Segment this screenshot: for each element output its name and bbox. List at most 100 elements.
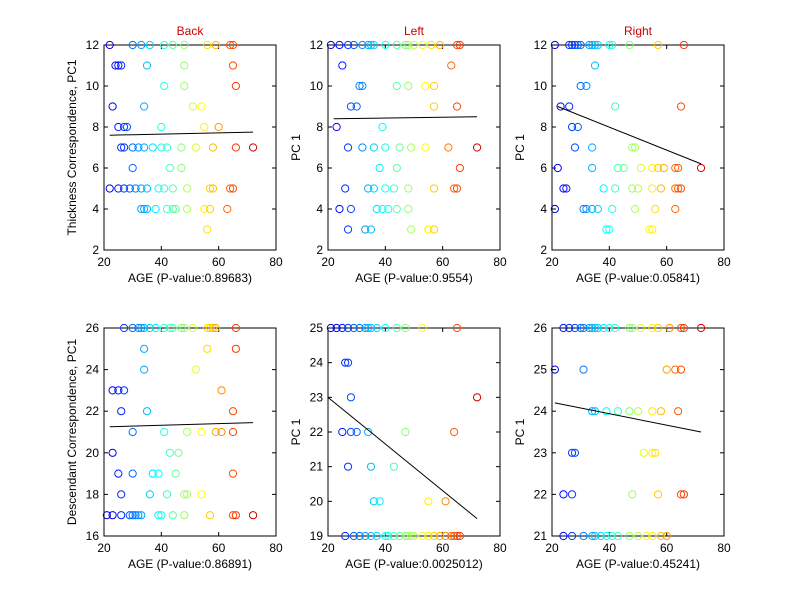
data-point [452, 323, 462, 333]
data-point [364, 40, 373, 50]
data-point [119, 143, 129, 152]
data-point [338, 427, 347, 437]
data-point [203, 40, 212, 50]
y-tick-label: 6 [540, 161, 547, 175]
data-point [389, 184, 399, 193]
data-point [633, 531, 643, 541]
data-point [665, 323, 674, 333]
y-tick-label: 8 [540, 120, 547, 134]
y-tick-label: 12 [534, 38, 548, 52]
data-point [151, 204, 160, 214]
data-point [452, 531, 462, 541]
data-point [349, 323, 358, 333]
data-point [659, 163, 668, 173]
data-point [343, 143, 353, 152]
data-point [651, 448, 660, 457]
data-point [200, 122, 209, 132]
data-point [588, 531, 597, 541]
data-point [165, 448, 175, 457]
data-point [137, 511, 146, 520]
data-point [608, 531, 617, 541]
data-point [114, 122, 123, 132]
data-point [171, 204, 180, 214]
data-point [455, 163, 464, 173]
data-point [696, 323, 706, 333]
data-point [125, 184, 134, 193]
data-point [128, 163, 137, 173]
data-point [180, 40, 189, 50]
y-tick-label: 10 [310, 79, 324, 93]
data-point [188, 323, 197, 333]
data-point [208, 184, 218, 193]
data-point [168, 40, 177, 50]
data-point [228, 184, 238, 193]
y-axis-label: Descendant Correspondence, PC1 [65, 339, 79, 525]
data-point [633, 407, 643, 416]
data-point [117, 143, 126, 152]
panel-6: 20 40 60 80 21 22 23 24 25 26 AGE (P-value:0.45241… [513, 321, 731, 571]
data-point [656, 407, 666, 416]
data-point [142, 204, 152, 214]
data-point [352, 427, 361, 437]
data-point [573, 122, 582, 132]
data-point [177, 143, 186, 152]
data-point [343, 462, 353, 471]
data-point [567, 40, 577, 50]
data-point [418, 40, 427, 50]
data-point [372, 204, 381, 214]
data-point [214, 122, 223, 132]
data-point [639, 448, 648, 457]
data-point [565, 40, 574, 50]
y-tick-label: 2 [92, 243, 99, 257]
data-point [452, 102, 462, 111]
data-point [369, 40, 378, 50]
data-point [203, 323, 212, 333]
data-point [585, 323, 594, 333]
data-point [452, 184, 462, 193]
y-tick-label: 21 [534, 529, 548, 543]
data-point [205, 323, 215, 333]
data-point [128, 469, 137, 478]
fit-line [109, 131, 254, 136]
data-point [332, 122, 341, 132]
data-point [424, 225, 433, 234]
data-point [108, 386, 117, 395]
y-tick-label: 20 [86, 446, 100, 460]
data-point [648, 531, 657, 541]
data-point [174, 448, 183, 457]
data-point [217, 427, 226, 437]
data-point [435, 531, 444, 541]
data-point [140, 102, 149, 111]
data-point [197, 102, 206, 111]
data-point [128, 511, 137, 520]
y-tick-label: 2 [316, 243, 323, 257]
data-point [165, 163, 175, 173]
data-point [105, 184, 114, 193]
data-point [565, 102, 574, 111]
data-point [131, 184, 140, 193]
data-point [381, 531, 390, 541]
data-point [588, 40, 597, 50]
data-point [407, 531, 416, 541]
data-point [590, 323, 600, 333]
data-point [429, 225, 439, 234]
data-point [671, 184, 680, 193]
data-point [602, 407, 611, 416]
y-tick-label: 12 [86, 38, 100, 52]
data-point [180, 511, 189, 520]
data-point [559, 531, 568, 541]
x-tick-label: 60 [660, 255, 674, 269]
data-point [628, 143, 637, 152]
panel-title: Back [177, 24, 205, 38]
y-tick-label: 4 [540, 202, 547, 216]
data-point [145, 40, 154, 50]
data-point [653, 323, 663, 333]
data-point [200, 204, 209, 214]
data-point [567, 490, 577, 499]
data-point [648, 448, 657, 457]
data-point [378, 204, 387, 214]
data-point [429, 102, 439, 111]
data-point [599, 184, 608, 193]
data-point [191, 365, 200, 374]
data-point [662, 365, 671, 374]
